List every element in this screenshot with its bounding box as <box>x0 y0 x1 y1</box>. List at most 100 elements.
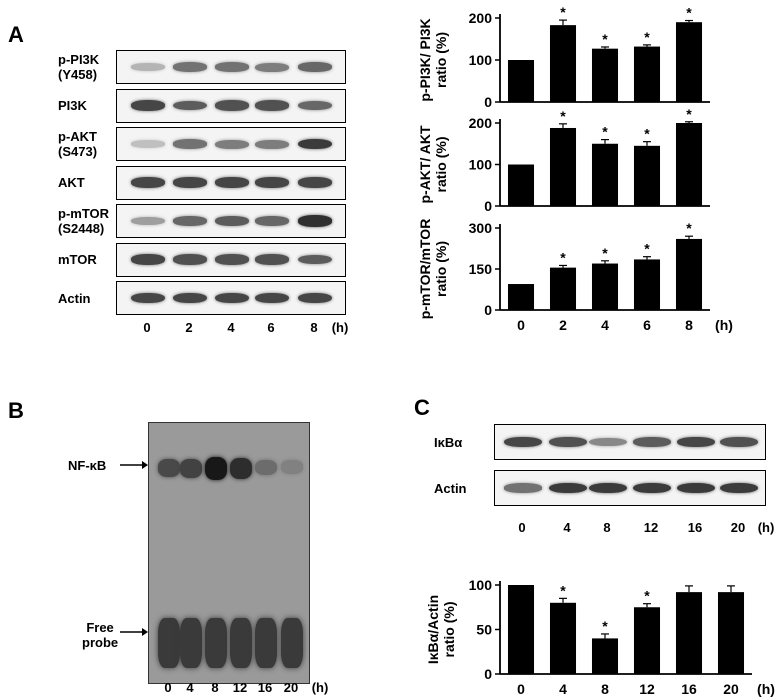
blot-band <box>215 100 249 111</box>
chart-axes: 0 100 200 <box>469 10 710 110</box>
time-unit-label: (h) <box>311 680 329 695</box>
blot-band <box>677 436 715 448</box>
blot-strip <box>116 204 346 238</box>
chart-ikba-actin-ratio: 0 50 100 0 * 4 * 8 * 12 16 20 (h) IκBα/Actinratio (%) <box>425 577 775 697</box>
blot-band <box>131 140 165 148</box>
x-tick-label: 6 <box>643 317 651 333</box>
bar <box>591 638 619 674</box>
blot-band <box>215 292 249 304</box>
bar <box>675 22 703 103</box>
blot-band <box>131 292 165 304</box>
blot-label: PI3K <box>58 98 87 113</box>
blot-band <box>589 437 627 447</box>
y-tick-label: 100 <box>469 52 493 68</box>
y-tick-label: 0 <box>484 198 492 214</box>
emsa-nfkb-band <box>255 459 277 476</box>
blot-strip <box>116 281 346 315</box>
y-tick-label: 0 <box>484 94 492 110</box>
blot-strip <box>116 127 346 161</box>
emsa-free-probe-band <box>281 618 303 668</box>
lane-label: 16 <box>257 680 273 695</box>
x-tick-label: 8 <box>601 681 609 697</box>
significance-star: * <box>560 4 566 20</box>
blot-band <box>215 216 249 226</box>
blot-band <box>633 482 671 494</box>
blot-band <box>298 138 332 150</box>
blot-band <box>255 254 289 265</box>
y-tick-label: 200 <box>469 115 493 131</box>
emsa-nfkb-band <box>281 460 303 475</box>
chart-p-akt-ratio: 0 100 200 * * * * p-AKT/ AKTratio (%) <box>417 106 710 214</box>
blot-band <box>131 63 165 71</box>
significance-star: * <box>686 220 692 236</box>
x-tick-label: 4 <box>559 681 567 697</box>
blot-band <box>173 62 207 72</box>
blot-band <box>215 177 249 188</box>
bar <box>591 48 619 102</box>
bar <box>675 238 703 310</box>
emsa-gel-image <box>148 422 310 684</box>
chart-p-pi3k-ratio: 0 100 200 * * * * p-PI3K/ PI3Kratio (%) <box>417 4 710 110</box>
blot-label: mTOR <box>58 252 97 267</box>
blot-band <box>298 177 332 188</box>
bar <box>549 127 577 206</box>
y-tick-label: 150 <box>469 261 493 277</box>
bar <box>675 123 703 206</box>
emsa-free-probe-band <box>205 618 227 668</box>
x-tick-label: 8 <box>685 317 693 333</box>
blot-label: Actin <box>434 480 467 496</box>
blot-band <box>131 177 165 188</box>
bar <box>507 60 535 102</box>
blot-strip <box>116 50 346 84</box>
blot-band <box>255 139 289 149</box>
blot-band <box>255 216 289 226</box>
blot-band <box>173 292 207 304</box>
emsa-nfkb-band <box>205 457 227 481</box>
emsa-free-probe-band <box>180 618 202 668</box>
panel-letter-b: B <box>8 398 24 423</box>
x-unit-label: (h) <box>715 317 733 333</box>
emsa-nfkb-band <box>180 458 202 478</box>
blot-label: IκBα <box>434 434 463 450</box>
y-axis-label: IκBα/Actinratio (%) <box>425 595 457 664</box>
lane-label: 8 <box>211 680 219 695</box>
lane-label: 4 <box>563 520 571 535</box>
blot-strip <box>116 242 346 277</box>
y-tick-label: 50 <box>476 622 492 638</box>
y-axis-label: p-mTOR/mTORratio (%) <box>417 219 449 320</box>
blot-band <box>549 482 587 494</box>
blot-band <box>131 216 165 226</box>
blot-band <box>173 177 207 188</box>
blot-band <box>215 254 249 265</box>
lane-label: 16 <box>687 520 703 535</box>
blot-band <box>504 436 542 448</box>
panel-letter-c: C <box>414 395 430 420</box>
blot-band <box>173 254 207 265</box>
bar <box>633 46 661 102</box>
significance-star: * <box>602 618 608 634</box>
emsa-free-probe-band <box>230 618 252 668</box>
bar <box>591 263 619 310</box>
x-tick-label: 2 <box>559 317 567 333</box>
blot-label: AKT <box>58 175 85 190</box>
blot-label: p-PI3K (Y458) <box>58 52 100 82</box>
bar <box>717 592 745 674</box>
blot-strip <box>116 165 346 200</box>
significance-star: * <box>560 249 566 265</box>
blot-band <box>215 139 249 149</box>
significance-star: * <box>602 31 608 47</box>
blot-strip <box>494 424 766 460</box>
x-tick-label: 4 <box>601 317 609 333</box>
bar <box>549 602 577 674</box>
blot-band <box>298 254 332 265</box>
blot-band <box>504 483 542 493</box>
significance-star: * <box>644 241 650 257</box>
blot-band <box>255 62 289 72</box>
lane-label: 0 <box>164 680 172 695</box>
y-axis-label: p-PI3K/ PI3Kratio (%) <box>417 18 449 101</box>
y-tick-label: 0 <box>484 666 492 682</box>
x-tick-label: 20 <box>723 681 739 697</box>
blot-band <box>173 139 207 149</box>
significance-star: * <box>686 5 692 21</box>
lane-label: 20 <box>730 520 746 535</box>
